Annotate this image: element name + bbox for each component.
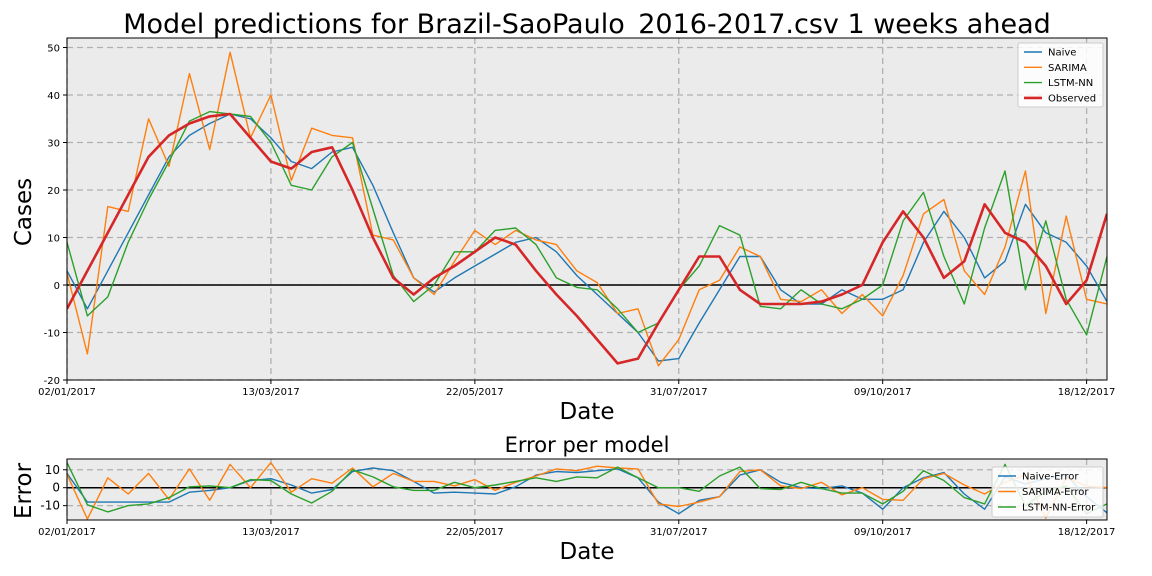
series-line-observed — [67, 112, 1107, 365]
error-legend: Naive-Error SARIMA-Error LSTM-NN-Error — [991, 466, 1104, 518]
predictions-legend: Naive SARIMA LSTM-NN Observed — [1017, 42, 1104, 108]
x-tick-label: 31/07/2017 — [650, 527, 708, 538]
y-tick-label: 10 — [45, 463, 60, 477]
error-x-label: Date — [560, 539, 615, 565]
y-tick-label: -20 — [44, 376, 60, 387]
predictions-plot-frame — [66, 37, 1108, 381]
predictions-chart-title: Model predictions for Brazil-SaoPaulo_20… — [123, 9, 1051, 40]
series-line-lstm-nn — [67, 110, 1107, 336]
legend-label: Naive-Error — [1022, 472, 1079, 483]
x-tick-label: 31/07/2017 — [650, 387, 708, 398]
predictions-x-ticks: 02/01/2017 13/03/2017 22/05/2017 31/07/2017… — [38, 380, 1115, 398]
y-tick-label: 50 — [47, 44, 60, 55]
x-tick-label: 22/05/2017 — [446, 527, 504, 538]
x-tick-label: 02/01/2017 — [38, 527, 96, 538]
error-plot-frame — [66, 458, 1108, 521]
predictions-y-label: Cases — [11, 178, 37, 246]
legend-label: Naive — [1048, 48, 1076, 59]
x-tick-label: 22/05/2017 — [446, 387, 504, 398]
x-tick-label: 13/03/2017 — [242, 387, 300, 398]
error-x-ticks: 02/01/2017 13/03/2017 22/05/2017 31/07/2017… — [38, 520, 1115, 538]
error-y-label: Error — [11, 462, 37, 519]
series-line-naive — [67, 113, 1107, 362]
legend-label: Observed — [1048, 93, 1096, 104]
y-tick-label: 20 — [47, 186, 60, 197]
predictions-series-lines — [67, 51, 1107, 367]
x-tick-label: 18/12/2017 — [1058, 387, 1116, 398]
error-series-lines — [67, 461, 1107, 520]
y-tick-label: 40 — [47, 91, 60, 102]
x-tick-label: 09/10/2017 — [854, 387, 912, 398]
series-line-sarima — [67, 51, 1107, 367]
legend-box — [991, 466, 1104, 518]
legend-label: SARIMA-Error — [1022, 487, 1089, 498]
y-tick-label: -10 — [40, 499, 60, 513]
legend-box — [1017, 42, 1104, 108]
error-chart-title: Error per model — [505, 433, 670, 457]
legend-label: LSTM-NN — [1048, 78, 1093, 89]
error-chart: Error per model -10 0 10 02/01/2017 13/03/2… — [11, 433, 1115, 565]
y-tick-label: -10 — [44, 329, 60, 340]
y-tick-label: 10 — [47, 234, 60, 245]
error-y-ticks: -10 0 10 — [40, 463, 67, 513]
y-tick-label: 0 — [52, 481, 60, 495]
predictions-y-ticks: -20 -10 0 10 20 30 40 50 — [44, 44, 67, 387]
series-line-sarima-error — [67, 461, 1107, 520]
predictions-x-label: Date — [560, 399, 615, 425]
series-line-lstm-nn-error — [67, 462, 1107, 515]
x-tick-label: 09/10/2017 — [854, 527, 912, 538]
y-tick-label: 0 — [54, 281, 60, 292]
x-tick-label: 02/01/2017 — [38, 387, 96, 398]
legend-label: LSTM-NN-Error — [1022, 503, 1096, 514]
x-tick-label: 18/12/2017 — [1058, 527, 1116, 538]
predictions-chart: Model predictions for Brazil-SaoPaulo_20… — [11, 9, 1115, 425]
x-tick-label: 13/03/2017 — [242, 527, 300, 538]
legend-label: SARIMA — [1048, 63, 1087, 74]
y-tick-label: 30 — [47, 139, 60, 150]
